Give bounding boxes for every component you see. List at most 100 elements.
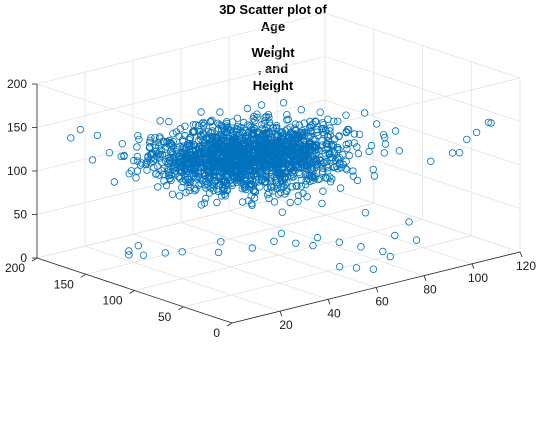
scatter-point: [249, 115, 257, 123]
scatter-point: [169, 137, 177, 146]
scatter-point: [267, 148, 276, 157]
scatter-point: [261, 177, 269, 186]
scatter-point: [148, 150, 156, 158]
scatter-point: [335, 263, 344, 271]
scatter-point: [216, 108, 224, 116]
scatter-point: [217, 238, 225, 246]
scatter-point: [235, 161, 243, 169]
scatter-point: [175, 192, 184, 200]
scatter-point: [177, 167, 185, 175]
y-tick-mark: [129, 290, 135, 294]
scatter-point: [287, 129, 296, 137]
scatter-point: [380, 149, 388, 157]
scatter-point: [142, 160, 150, 169]
scatter-point: [338, 150, 347, 159]
z-tick-label: 200: [7, 77, 27, 91]
scatter-point: [304, 155, 312, 163]
scatter-point: [134, 131, 142, 140]
scatter-point: [132, 174, 140, 182]
scatter-point: [295, 121, 303, 129]
scatter-point: [212, 133, 220, 142]
scatter-point: [211, 137, 219, 145]
scatter-point: [273, 153, 282, 161]
scatter-point: [293, 182, 301, 190]
y-tick-mark: [178, 306, 184, 311]
scatter-point: [352, 264, 361, 272]
scatter-point: [320, 159, 328, 167]
scatter-point: [178, 136, 187, 144]
scatter-point: [219, 136, 228, 144]
scatter-point: [292, 181, 300, 190]
scatter-point: [331, 135, 339, 143]
scatter-point: [233, 114, 242, 122]
grid-line: [134, 219, 423, 291]
scatter-point: [283, 125, 291, 133]
scatter-point: [171, 163, 179, 171]
scatter-point: [329, 142, 337, 151]
scatter-point: [199, 138, 207, 146]
scatter-point: [220, 127, 229, 135]
scatter-point: [312, 157, 321, 165]
scatter-point: [88, 156, 97, 164]
scatter-point: [276, 137, 284, 146]
scatter-point: [344, 125, 352, 134]
scatter-point: [319, 187, 327, 195]
x-tick-mark: [375, 287, 379, 293]
grid-line: [324, 143, 521, 209]
scatter-point: [182, 155, 191, 163]
scatter-point: [254, 178, 263, 186]
scatter-point: [261, 129, 270, 137]
scatter-point: [297, 163, 305, 172]
scatter-point: [323, 174, 331, 182]
scatter-point: [297, 182, 306, 190]
scatter-point: [269, 124, 277, 132]
scatter-point: [144, 152, 152, 160]
scatter-point: [283, 116, 291, 124]
scatter-point: [286, 198, 294, 207]
scatter-point: [206, 153, 214, 161]
scatter-point: [217, 176, 226, 184]
scatter-point: [318, 199, 326, 208]
scatter-point: [156, 117, 164, 125]
scatter-point: [246, 136, 255, 144]
scatter-point: [134, 241, 142, 250]
scatter-point: [197, 108, 205, 116]
scatter-point: [272, 176, 280, 185]
scatter-point: [335, 238, 343, 246]
scatter-point: [191, 165, 199, 173]
scatter-point: [189, 167, 198, 175]
scatter-point: [241, 183, 249, 191]
scatter-point: [135, 135, 143, 144]
scatter-point: [178, 183, 186, 192]
scatter-point: [324, 115, 332, 123]
scatter-point: [349, 172, 357, 180]
scatter-point: [120, 151, 128, 160]
scatter-point: [118, 140, 126, 148]
scatter-point: [339, 160, 347, 169]
scatter-point: [307, 159, 316, 167]
scatter-point: [257, 101, 266, 109]
scatter-point: [125, 247, 133, 255]
chart-title: 3D Scatter plot of Age , Weight , and He…: [219, 2, 327, 93]
scatter-point: [336, 160, 344, 169]
scatter-point: [236, 126, 244, 134]
scatter-point: [313, 128, 321, 136]
scatter-point: [294, 191, 303, 200]
scatter-point: [127, 167, 136, 175]
scatter-point: [313, 233, 322, 242]
scatter-point: [297, 105, 305, 114]
scatter-point: [231, 160, 239, 169]
grid-line: [36, 186, 326, 259]
scatter-point: [280, 163, 288, 171]
scatter-point: [223, 122, 231, 130]
scatter-point: [256, 183, 264, 191]
scatter-point: [288, 162, 296, 171]
scatter-point: [117, 152, 125, 161]
scatter-point: [355, 130, 364, 139]
scatter-point: [214, 187, 223, 196]
scatter-point: [303, 192, 311, 201]
scatter-point: [222, 117, 231, 126]
grid-line: [36, 99, 326, 172]
scatter-point: [304, 160, 313, 168]
y-tick-label: 150: [54, 277, 74, 291]
